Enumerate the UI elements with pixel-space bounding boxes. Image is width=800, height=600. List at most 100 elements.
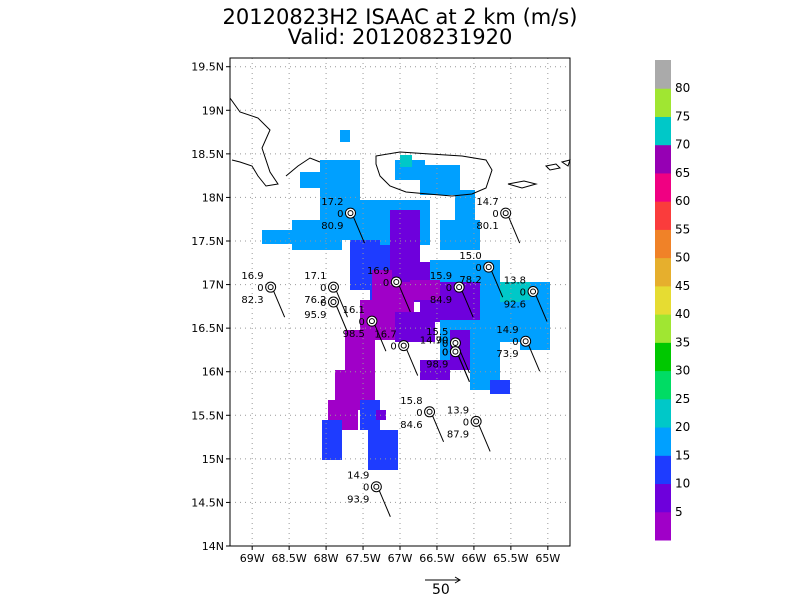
station-speed: 15.0 [459, 251, 481, 262]
wind-barb [508, 216, 521, 244]
colorbar-label: 55 [675, 222, 690, 236]
station-circle [520, 335, 532, 347]
colorbar-swatch [655, 285, 671, 315]
colorbar-label: 35 [675, 335, 690, 349]
station-dir: 0 [337, 209, 343, 220]
colorbar-swatch [655, 314, 671, 343]
station-speed: 16.7 [374, 330, 396, 341]
colorbar-label: 40 [675, 307, 690, 321]
station-speed: 13.9 [447, 405, 469, 416]
station-plot: 095.9 [304, 296, 348, 333]
station-plot: 16.70 [374, 330, 419, 376]
station-circle [370, 481, 382, 493]
station-dir: 0 [390, 342, 396, 353]
lat-tick-label: 17N [202, 279, 224, 292]
lat-tick-label: 15N [202, 453, 224, 466]
reference-vector [425, 576, 461, 584]
station-speed: 14.9 [347, 471, 369, 482]
colorbar-label: 80 [675, 81, 690, 95]
station-dir: 0 [442, 348, 448, 359]
colorbar-swatch [655, 342, 671, 372]
station-speed: 16.1 [343, 305, 365, 316]
wind-barb [491, 270, 504, 298]
station-speed: 15.5 [426, 327, 448, 338]
station-circle-inner [426, 408, 433, 415]
station-pressure: 84.6 [400, 420, 422, 431]
station-circle [483, 261, 495, 273]
lat-tick-label: 19N [202, 104, 224, 117]
station-speed: 15.9 [430, 271, 452, 282]
station-pressure: 82.3 [241, 295, 263, 306]
lat-tick-label: 14N [202, 540, 224, 553]
station-circle [366, 315, 378, 327]
station-circle-inner [373, 483, 380, 490]
station-dir: 0 [446, 283, 452, 294]
station-speed: 15.8 [400, 396, 422, 407]
station-pressure: 78.2 [459, 275, 481, 286]
station-circle-inner [393, 278, 400, 285]
station-circle-inner [522, 338, 529, 345]
station-speed: 17.2 [321, 197, 343, 208]
dropsonde-stations: 17.2080.914.7080.116.9082.317.1076.216.9… [241, 197, 548, 517]
wind-barb [374, 324, 387, 352]
station-dir: 0 [359, 317, 365, 328]
lat-tick-label: 16N [202, 366, 224, 379]
station-speed: 14.70 [420, 336, 449, 347]
station-circle [398, 340, 410, 352]
station-pressure: 73.9 [496, 349, 518, 360]
colorbar-swatch [655, 511, 671, 541]
lon-tick-label: 68W [314, 552, 339, 565]
station-pressure: 98.5 [343, 329, 365, 340]
station-pressure: 84.9 [430, 295, 452, 306]
station-circle [453, 281, 465, 293]
station-dir: 0 [463, 417, 469, 428]
wind-barb [535, 295, 548, 322]
station-circle-inner [400, 342, 407, 349]
wind-barb [528, 345, 541, 372]
station-circle-inner [530, 288, 537, 295]
lat-tick-label: 17.5N [191, 235, 224, 248]
station-circle [327, 281, 339, 293]
lon-tick-label: 66W [461, 552, 486, 565]
colorbar-swatch [655, 172, 671, 202]
station-circle [500, 207, 512, 219]
station-speed: 90 [436, 336, 449, 347]
colorbar-label: 5 [675, 505, 683, 519]
station-pressure: 92.6 [504, 300, 526, 311]
station-circle-inner [485, 264, 492, 271]
lat-tick-label: 18.5N [191, 148, 224, 161]
colorbar-label: 45 [675, 279, 690, 293]
colorbar-swatch [655, 370, 671, 400]
station-pressure: 80.9 [321, 221, 343, 232]
vieques-coast [507, 180, 538, 189]
station-dir: 0 [363, 483, 369, 494]
wind-barb [478, 425, 491, 452]
colorbar-swatch [655, 455, 671, 485]
station-circle [449, 346, 461, 358]
lat-tick-label: 19.5N [191, 61, 224, 74]
station-pressure: 93.9 [347, 495, 369, 506]
colorbar-label: 60 [675, 194, 690, 208]
station-pressure: 76.2 [304, 295, 326, 306]
colorbar-label: 30 [675, 364, 690, 378]
station-speed: 16.9 [367, 266, 389, 277]
lon-tick-label: 67W [388, 552, 413, 565]
station-circle [424, 406, 436, 418]
map-title: 20120823H2 ISAAC at 2 km (m/s) [222, 5, 578, 29]
station-dir: 0 [512, 337, 518, 348]
colorbar-label: 70 [675, 138, 690, 152]
reference-vector-label: 50 [432, 582, 450, 598]
station-speed: 14.9 [496, 325, 518, 336]
colorbar-label: 20 [675, 420, 690, 434]
colorbar-swatch [655, 60, 671, 89]
colorbar-swatch [655, 88, 671, 117]
lat-tick-label: 16.5N [191, 322, 224, 335]
station-dir: 0 [442, 339, 448, 350]
